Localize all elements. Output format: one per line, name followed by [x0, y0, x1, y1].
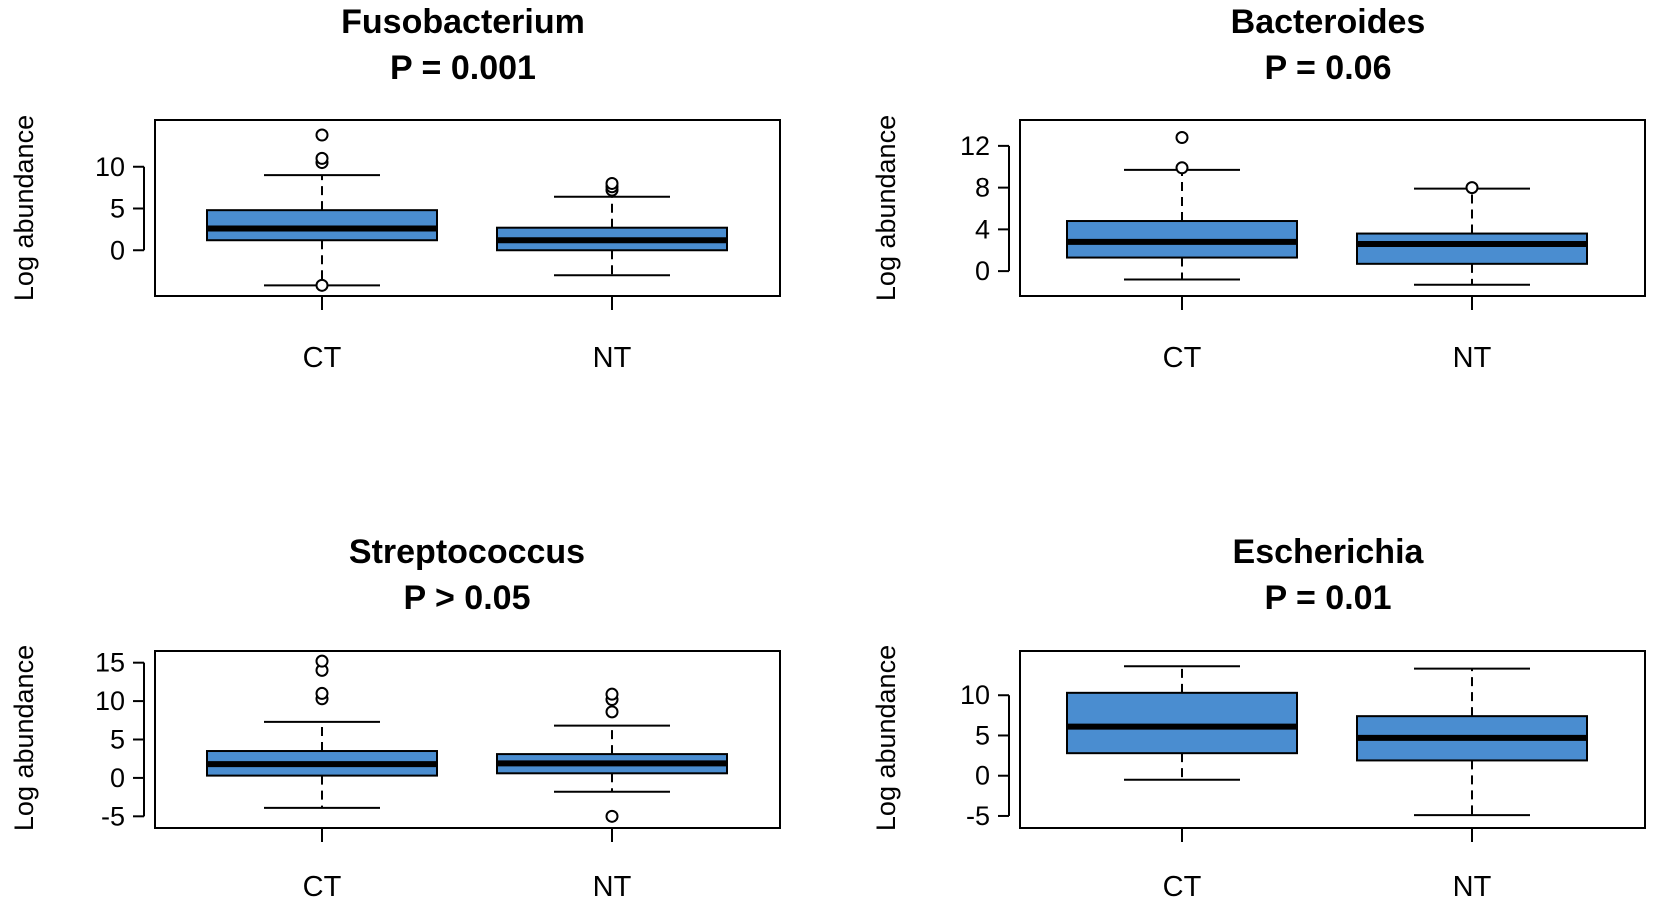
box-group	[206, 128, 728, 292]
outlier-point-nt	[1465, 181, 1479, 195]
y-axis-ticks: -5 0 5 10 15	[95, 648, 613, 842]
y-tick-label: 10	[95, 152, 125, 182]
box-group	[206, 654, 728, 823]
y-tick-label: 5	[975, 720, 990, 750]
outlier-point-ct	[315, 686, 329, 700]
panel-pvalue: P = 0.001	[390, 49, 536, 87]
y-axis-ticks: -5 0 5 10	[960, 680, 1473, 842]
outlier-point-nt	[605, 705, 619, 719]
y-tick-label: -5	[966, 801, 990, 831]
y-tick-label: 8	[975, 173, 990, 203]
outlier-point-ct	[1175, 161, 1189, 175]
panel-pvalue: P = 0.01	[1265, 579, 1392, 617]
x-tick-label-nt: NT	[593, 871, 632, 903]
outlier-point-ct	[315, 128, 329, 142]
plot-frame	[1019, 119, 1646, 297]
y-tick-label: 15	[95, 648, 125, 678]
y-axis-label: Log abundance	[871, 645, 901, 831]
y-tick-label: 4	[975, 214, 990, 244]
y-tick-label: 10	[960, 680, 990, 710]
panel-title: Escherichia	[1233, 533, 1425, 571]
y-tick-label: -5	[101, 801, 125, 831]
x-tick-label-ct: CT	[303, 342, 342, 374]
y-tick-label: 5	[110, 194, 125, 224]
box-ct	[206, 209, 438, 242]
panel-title: Streptococcus	[349, 533, 585, 571]
y-tick-label: 10	[95, 686, 125, 716]
panel-title: Fusobacterium	[341, 3, 585, 41]
x-tick-label-ct: CT	[1163, 871, 1202, 903]
outlier-point-ct	[315, 278, 329, 292]
y-tick-label: 12	[960, 131, 990, 161]
panel-title: Bacteroides	[1231, 3, 1426, 41]
plot-frame	[154, 119, 781, 297]
y-tick-label: 0	[110, 235, 125, 265]
y-axis-label: Log abundance	[9, 115, 39, 301]
plot-frame	[154, 650, 781, 829]
panel-pvalue: P = 0.06	[1265, 49, 1392, 87]
x-tick-label-nt: NT	[593, 342, 632, 374]
y-axis-label: Log abundance	[9, 645, 39, 831]
plot-frame	[1019, 650, 1646, 829]
box-nt	[1356, 232, 1588, 265]
x-tick-label-ct: CT	[303, 871, 342, 903]
box-group	[1066, 131, 1588, 286]
box-group	[1066, 665, 1588, 817]
outlier-point-nt	[605, 176, 619, 190]
y-axis-ticks: 0 4 8 12	[960, 131, 1473, 310]
y-tick-label: 0	[975, 761, 990, 791]
x-tick-label-nt: NT	[1453, 342, 1492, 374]
y-axis-label: Log abundance	[871, 115, 901, 301]
panel-streptococcus: Streptococcus P > 0.05 Log abundance -5 0…	[9, 533, 781, 903]
y-axis-ticks: 0 5 10	[95, 152, 613, 310]
box-ct	[1066, 691, 1298, 755]
y-tick-label: 5	[110, 725, 125, 755]
outlier-point-ct	[315, 654, 329, 668]
x-tick-label-nt: NT	[1453, 871, 1492, 903]
y-tick-label: 0	[110, 763, 125, 793]
panel-fusobacterium: Fusobacterium P = 0.001 Log abundance 0 5…	[9, 3, 781, 374]
panel-escherichia: Escherichia P = 0.01 Log abundance -5 0 5 1…	[871, 533, 1646, 903]
panel-pvalue: P > 0.05	[404, 579, 531, 617]
outlier-point-ct	[315, 151, 329, 165]
y-tick-label: 0	[975, 256, 990, 286]
panel-bacteroides: Bacteroides P = 0.06 Log abundance 0 4 8 12…	[871, 3, 1646, 374]
outlier-point-nt	[605, 687, 619, 701]
x-tick-label-ct: CT	[1163, 342, 1202, 374]
outlier-point-nt	[605, 809, 619, 823]
outlier-point-ct	[1175, 131, 1189, 145]
